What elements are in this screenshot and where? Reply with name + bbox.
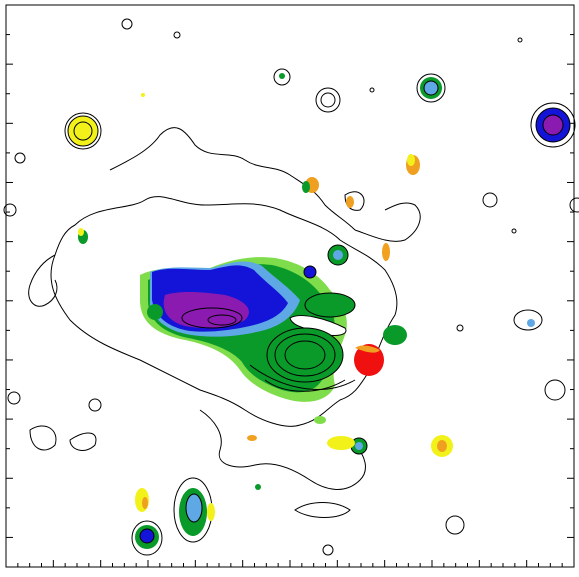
frame-ticks: [6, 34, 574, 567]
compact-source-top: [279, 73, 446, 103]
central-emission: [140, 244, 407, 402]
bottom-left-sources: [131, 477, 215, 556]
compact-source-right: [513, 309, 543, 331]
lower-filament-contour: [199, 409, 366, 490]
right-arm-contour: [354, 202, 421, 242]
outer-contour: [50, 196, 398, 427]
isolated-contours: [3, 18, 579, 556]
small-patches: [78, 93, 453, 490]
left-arm-contour: [28, 254, 58, 307]
yellow-source-upper-left: [64, 112, 102, 150]
purple-source-right: [530, 102, 576, 148]
upper-filament-contour: [109, 127, 356, 231]
